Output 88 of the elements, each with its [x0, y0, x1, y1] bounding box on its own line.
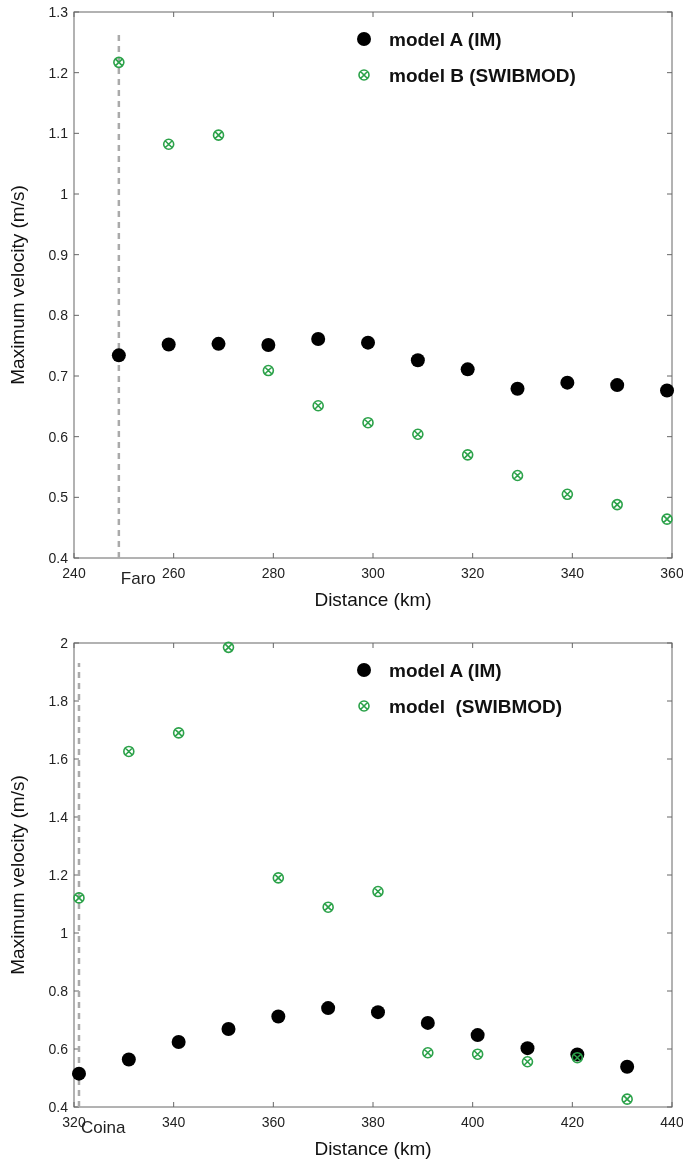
legend-label: model A (IM) [389, 660, 502, 681]
point [172, 727, 185, 739]
y-tick-label: 1.1 [48, 125, 69, 142]
legend-label: model (SWIBMOD) [389, 696, 563, 717]
x-tick-label: 340 [161, 1114, 186, 1130]
point [113, 56, 125, 69]
point [162, 138, 175, 150]
point [521, 1056, 534, 1068]
y-tick-label: 0.6 [48, 1041, 69, 1057]
point [661, 513, 673, 525]
point [571, 1051, 584, 1064]
point [361, 335, 376, 350]
y-tick-label: 0.5 [48, 489, 69, 506]
legend-label: model B (SWIBMOD) [389, 65, 576, 86]
ref-line-label: Faro [120, 569, 156, 588]
point [511, 469, 524, 482]
y-tick-label: 0.4 [48, 1099, 69, 1115]
x-tick-label: 440 [660, 1114, 683, 1130]
point [621, 1093, 633, 1105]
y-tick-label: 1.4 [48, 809, 69, 825]
point [311, 331, 326, 346]
x-tick-label: 280 [261, 565, 286, 581]
point [510, 381, 525, 396]
point [272, 872, 285, 884]
point [620, 1059, 635, 1074]
point [123, 745, 135, 758]
point [461, 449, 474, 461]
point [370, 1005, 385, 1020]
y-axis-title: Maximum velocity (m/s) [7, 775, 28, 975]
point [212, 129, 225, 141]
x-axis-title: Distance (km) [314, 1138, 432, 1159]
x-tick-label: 260 [161, 565, 186, 581]
point [312, 400, 324, 412]
point [111, 348, 126, 363]
y-tick-label: 1.2 [48, 64, 69, 81]
point [520, 1041, 535, 1056]
point [610, 378, 625, 393]
point [611, 498, 623, 511]
point [73, 892, 85, 904]
y-tick-label: 2 [60, 635, 69, 651]
y-tick-label: 0.7 [48, 368, 69, 384]
y-tick-label: 0.6 [48, 428, 69, 445]
point [161, 337, 176, 352]
y-axis-title: Maximum velocity (m/s) [7, 185, 28, 385]
point [322, 901, 334, 913]
point [410, 353, 425, 368]
point [222, 641, 235, 654]
x-tick-label: 420 [560, 1114, 585, 1130]
point [261, 338, 276, 353]
point [561, 488, 574, 501]
point [121, 1052, 136, 1067]
point [660, 383, 675, 398]
x-tick-label: 240 [62, 565, 86, 581]
point [560, 375, 575, 390]
point [221, 1021, 236, 1036]
point [321, 1001, 336, 1016]
x-tick-label: 400 [460, 1114, 485, 1130]
y-tick-label: 1.8 [48, 693, 69, 709]
x-tick-label: 360 [261, 1114, 286, 1130]
x-tick-label: 380 [361, 1114, 385, 1130]
point [460, 362, 475, 377]
y-tick-label: 0.8 [48, 983, 69, 999]
x-tick-label: 360 [660, 565, 683, 581]
point [71, 1066, 86, 1081]
point [271, 1009, 286, 1024]
y-tick-label: 0.4 [48, 550, 69, 566]
x-tick-label: 300 [361, 565, 385, 581]
point [422, 1047, 434, 1059]
point [412, 428, 424, 440]
point [211, 336, 226, 351]
point [171, 1035, 186, 1050]
point [372, 885, 384, 898]
x-tick-label: 340 [560, 565, 585, 581]
y-tick-label: 1 [60, 186, 69, 202]
y-tick-label: 0.8 [48, 307, 69, 324]
point [471, 1048, 484, 1060]
y-tick-label: 1.2 [48, 867, 69, 883]
y-tick-label: 0.9 [48, 246, 69, 263]
point [362, 416, 374, 429]
y-tick-label: 1 [60, 925, 69, 941]
y-tick-label: 1.6 [48, 751, 69, 767]
point [470, 1028, 485, 1043]
point [262, 364, 275, 377]
x-axis-title: Distance (km) [314, 589, 432, 610]
x-tick-label: 320 [460, 565, 485, 581]
point [420, 1015, 435, 1030]
y-tick-label: 1.3 [48, 4, 69, 20]
legend-label: model A (IM) [389, 29, 502, 50]
